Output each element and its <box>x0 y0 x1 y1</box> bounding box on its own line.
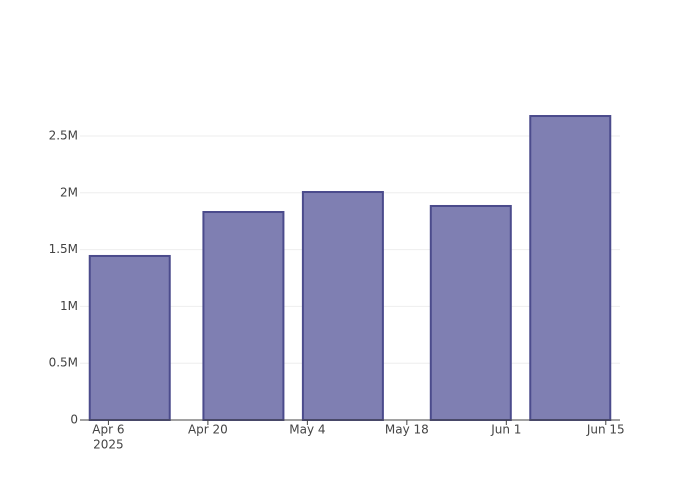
bar <box>529 115 612 422</box>
x-year-label: 2025 <box>93 438 124 452</box>
y-tick-label: 2M <box>60 185 78 199</box>
bar <box>88 254 171 421</box>
y-tick-label: 1.5M <box>49 242 78 256</box>
y-tick-label: 0.5M <box>49 356 78 370</box>
x-tick-label: Apr 20 <box>188 423 228 437</box>
x-tick-label: May 18 <box>385 423 429 437</box>
x-tick-label: Jun 1 <box>490 423 521 437</box>
bar <box>429 204 512 421</box>
bar <box>301 191 384 421</box>
bar <box>202 211 285 421</box>
x-tick-label: Jun 15 <box>586 423 625 437</box>
x-tick-label: May 4 <box>289 423 325 437</box>
x-tick-label: Apr 6 <box>92 423 124 437</box>
y-tick-label: 0 <box>70 413 78 427</box>
y-tick-label: 2.5M <box>49 129 78 143</box>
y-tick-label: 1M <box>60 299 78 313</box>
